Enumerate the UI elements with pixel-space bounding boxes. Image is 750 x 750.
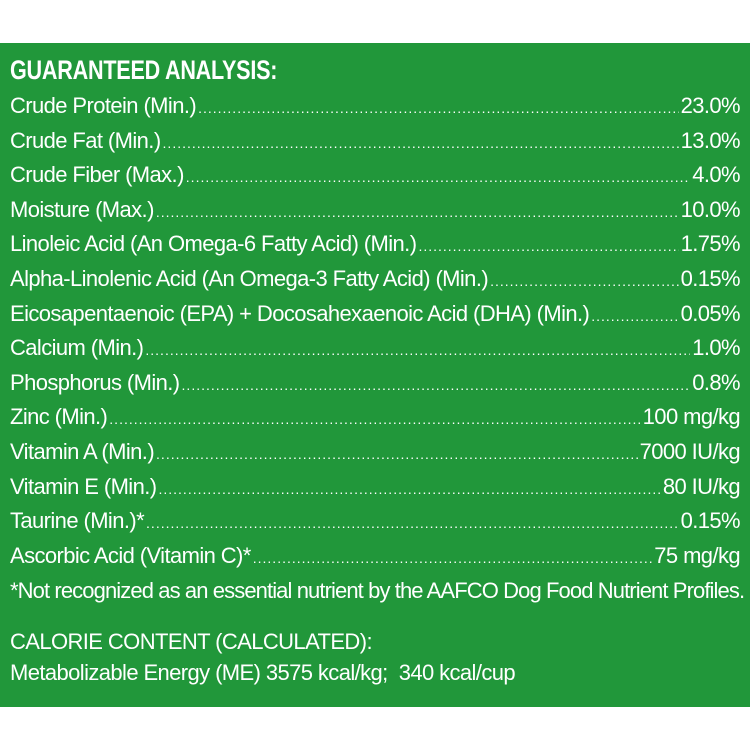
nutrient-label: Crude Fat (Min.) [10,127,161,153]
nutrient-label: Eicosapentaenoic (EPA) + Docosahexaenoic… [10,300,590,326]
dot-leader [163,136,679,150]
nutrient-label: Alpha-Linolenic Acid (An Omega-3 Fatty A… [10,265,489,291]
analysis-row: Alpha-Linolenic Acid (An Omega-3 Fatty A… [10,262,740,297]
nutrient-value: 4.0% [692,162,740,188]
dot-leader [253,551,653,565]
nutrient-label: Phosphorus (Min.) [10,369,180,395]
dot-leader [186,170,690,184]
nutrient-label: Calcium (Min.) [10,335,144,361]
analysis-row: Crude Fat (Min.) 13.0% [10,124,740,159]
nutrition-panel: GUARANTEED ANALYSIS: Crude Protein (Min.… [0,43,750,707]
nutrient-label: Vitamin E (Min.) [10,473,157,499]
nutrient-value: 0.05% [680,300,740,326]
nutrient-label: Taurine (Min.)* [10,508,145,534]
analysis-row: Crude Fiber (Max.) 4.0% [10,158,740,193]
nutrient-label: Moisture (Max.) [10,196,154,222]
dot-leader [158,482,660,496]
analysis-row: Taurine (Min.)* 0.15% [10,504,740,539]
analysis-row: Calcium (Min.) 1.0% [10,331,740,366]
nutrient-value: 1.75% [680,231,740,257]
nutrient-value: 80 IU/kg [662,473,740,499]
dot-leader [145,343,690,357]
nutrient-value: 10.0% [680,196,740,222]
nutrient-value: 75 mg/kg [654,542,740,568]
nutrient-value: 1.0% [692,335,740,361]
analysis-row: Eicosapentaenoic (EPA) + Docosahexaenoic… [10,297,740,332]
nutrient-value: 13.0% [680,127,740,153]
nutrient-value: 0.15% [680,508,740,534]
dot-leader [591,309,678,323]
nutrient-value: 23.0% [680,93,740,118]
analysis-row: Crude Protein (Min.) 23.0% [10,89,740,124]
nutrient-label: Crude Protein (Min.) [10,93,197,118]
analysis-row: Zinc (Min.) 100 mg/kg [10,400,740,435]
nutrient-label: Crude Fiber (Max.) [10,162,184,188]
dot-leader [146,516,679,530]
nutrient-value: 7000 IU/kg [639,438,740,464]
dot-leader [109,412,640,426]
nutrient-label: Zinc (Min.) [10,404,108,430]
nutrient-value: 0.15% [680,265,740,291]
aafco-footnote: *Not recognized as an essential nutrient… [10,578,745,604]
guaranteed-analysis-heading: GUARANTEED ANALYSIS: [10,55,278,85]
dot-leader [418,239,678,253]
dot-leader [156,447,638,461]
nutrient-label: Vitamin A (Min.) [10,438,155,464]
nutrient-label: Linoleic Acid (An Omega-6 Fatty Acid) (M… [10,231,417,257]
analysis-row: Moisture (Max.) 10.0% [10,193,740,228]
dot-leader [198,101,679,115]
nutrient-value: 100 mg/kg [642,404,740,430]
analysis-row: Phosphorus (Min.) 0.8% [10,366,740,401]
nutrient-label: Ascorbic Acid (Vitamin C)* [10,542,251,568]
analysis-row: Linoleic Acid (An Omega-6 Fatty Acid) (M… [10,227,740,262]
analysis-row: Ascorbic Acid (Vitamin C)* 75 mg/kg [10,539,740,574]
dot-leader [182,378,691,392]
analysis-table: Crude Protein (Min.) 23.0% Crude Fat (Min… [10,89,740,573]
analysis-row: Vitamin A (Min.) 7000 IU/kg [10,435,740,470]
dot-leader [156,205,679,219]
calorie-content-heading: CALORIE CONTENT (CALCULATED): [10,629,373,655]
calorie-content-value: Metabolizable Energy (ME) 3575 kcal/kg; … [10,660,516,686]
analysis-row: Vitamin E (Min.) 80 IU/kg [10,470,740,505]
nutrient-value: 0.8% [692,369,740,395]
dot-leader [490,274,679,288]
